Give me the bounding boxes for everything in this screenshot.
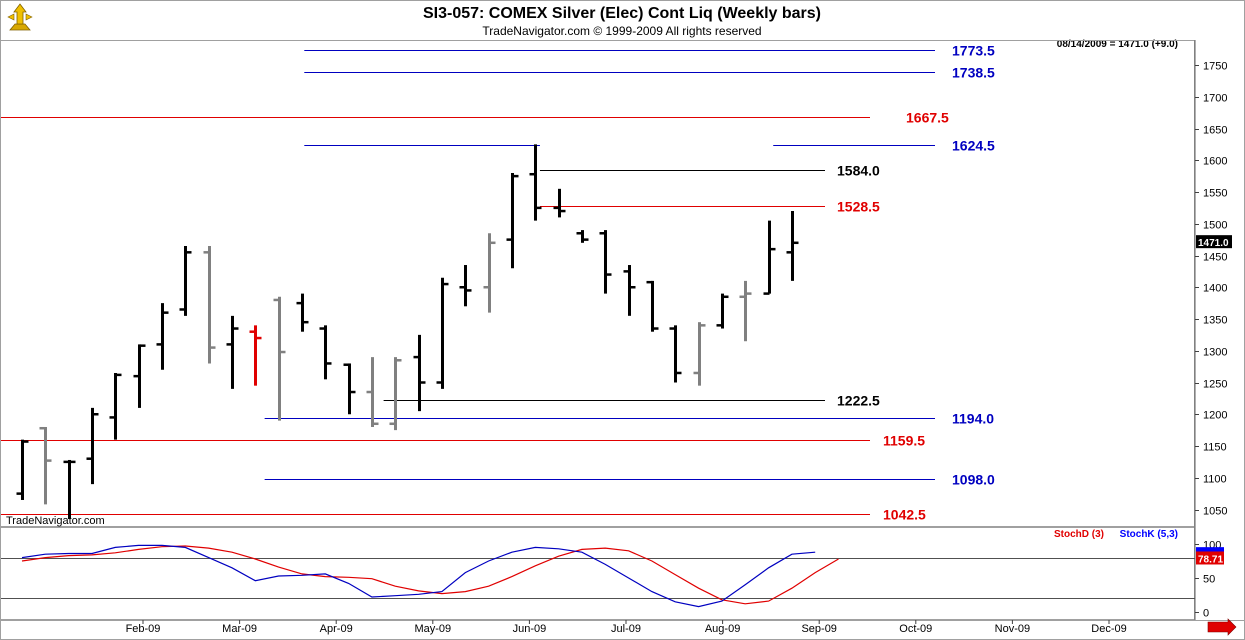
level-label: 1738.5 xyxy=(952,65,995,81)
price-bar xyxy=(203,245,216,364)
y-tick-label: 1750 xyxy=(1203,61,1227,73)
price-bar xyxy=(296,293,309,332)
price-bar xyxy=(693,322,706,386)
scroll-right-arrow-icon[interactable] xyxy=(1207,618,1237,636)
stoch-d-value-label: 78.71 xyxy=(1198,554,1223,565)
stochastic-chart: StochD (3) StochK (5,3) xyxy=(1,529,1195,608)
price-bar xyxy=(319,325,332,380)
level-label: 1159.5 xyxy=(883,433,925,449)
price-bar xyxy=(553,188,566,218)
price-bar xyxy=(786,211,799,281)
stoch-y-tick-label: 0 xyxy=(1203,608,1209,620)
y-tick-label: 1300 xyxy=(1203,347,1227,359)
price-bar xyxy=(483,233,496,313)
price-bar xyxy=(16,439,29,500)
price-bar xyxy=(366,357,379,427)
price-bar xyxy=(646,280,659,332)
stoch-line-k xyxy=(21,544,816,608)
price-bar xyxy=(389,357,402,431)
price-bar xyxy=(63,459,76,520)
level-label: 1194.0 xyxy=(952,411,994,427)
stoch-line-d xyxy=(21,545,839,605)
stoch-d-value-box xyxy=(1196,551,1224,565)
level-label: 1042.5 xyxy=(883,507,926,523)
stoch-y-tick-label: 50 xyxy=(1203,574,1215,586)
y-tick-label: 1550 xyxy=(1203,188,1227,200)
price-bar xyxy=(109,372,122,440)
x-tick-label: Jun-09 xyxy=(513,623,547,635)
x-tick-label: Aug-09 xyxy=(705,623,740,635)
legend-stoch-k: StochK (5,3) xyxy=(1120,529,1178,540)
price-bar xyxy=(273,296,286,421)
last-price-box xyxy=(1196,235,1232,249)
y-tick-label: 1500 xyxy=(1203,220,1227,232)
y-tick-label: 1150 xyxy=(1203,442,1227,454)
y-tick-label: 1100 xyxy=(1203,474,1227,486)
y-tick-label: 1250 xyxy=(1203,379,1227,391)
price-bar xyxy=(413,334,426,412)
x-tick-label: Sep-09 xyxy=(801,623,836,635)
price-bar xyxy=(623,265,636,316)
price-bar xyxy=(763,220,776,295)
price-bar xyxy=(436,277,449,389)
x-tick-label: Oct-09 xyxy=(899,623,932,635)
x-tick-label: Nov-09 xyxy=(995,623,1030,635)
price-bar xyxy=(343,363,356,415)
price-readout: 08/14/2009 = 1471.0 (+9.0) xyxy=(1057,39,1178,50)
y-tick-label: 1200 xyxy=(1203,410,1227,422)
level-label: 1528.5 xyxy=(837,199,880,215)
price-bar xyxy=(576,230,589,243)
level-label: 1773.5 xyxy=(952,43,995,59)
price-bar xyxy=(226,315,239,389)
price-bar xyxy=(156,303,169,370)
axes: 1050 1100 1150 1200 1250 1300 1350 1400 1450 1500… xyxy=(126,61,1232,635)
price-bar xyxy=(739,280,752,342)
level-label: 1584.0 xyxy=(837,163,880,179)
price-bar xyxy=(506,172,519,269)
copyright-subtitle: TradeNavigator.com © 1999-2009 All right… xyxy=(482,24,761,38)
legend-stoch-d: StochD (3) xyxy=(1054,529,1104,540)
x-tick-label: Mar-09 xyxy=(222,623,257,635)
price-bar xyxy=(86,407,99,485)
x-tick-label: Apr-09 xyxy=(320,623,353,635)
y-tick-label: 1700 xyxy=(1203,93,1227,105)
price-bar xyxy=(39,426,52,505)
price-bar xyxy=(249,325,262,386)
y-tick-label: 1450 xyxy=(1203,252,1227,264)
stoch-k-value-box xyxy=(1196,547,1224,554)
level-label: 1624.5 xyxy=(952,138,995,154)
price-bar xyxy=(716,293,729,329)
y-tick-label: 1050 xyxy=(1203,506,1227,518)
x-tick-label: Feb-09 xyxy=(126,623,161,635)
x-tick-label: Dec-09 xyxy=(1091,623,1126,635)
watermark-text: TradeNavigator.com xyxy=(6,515,105,527)
price-bar xyxy=(599,230,612,294)
y-tick-label: 1350 xyxy=(1203,315,1227,327)
x-tick-label: May-09 xyxy=(414,623,451,635)
level-label: 1222.5 xyxy=(837,393,880,409)
y-tick-label: 1600 xyxy=(1203,156,1227,168)
price-bar xyxy=(529,144,542,221)
tradenavigator-logo-icon[interactable] xyxy=(7,3,33,31)
level-label: 1667.5 xyxy=(906,110,949,126)
price-bar xyxy=(669,325,682,383)
price-bar xyxy=(179,245,192,316)
y-tick-label: 1650 xyxy=(1203,125,1227,137)
level-label: 1098.0 xyxy=(952,472,995,488)
chart-title: SI3-057: COMEX Silver (Elec) Cont Liq (W… xyxy=(423,5,821,22)
price-bar xyxy=(133,344,146,408)
y-tick-label: 1400 xyxy=(1203,283,1227,295)
x-tick-label: Jul-09 xyxy=(611,623,641,635)
price-bar xyxy=(459,265,472,307)
last-price-label: 1471.0 xyxy=(1198,238,1229,249)
